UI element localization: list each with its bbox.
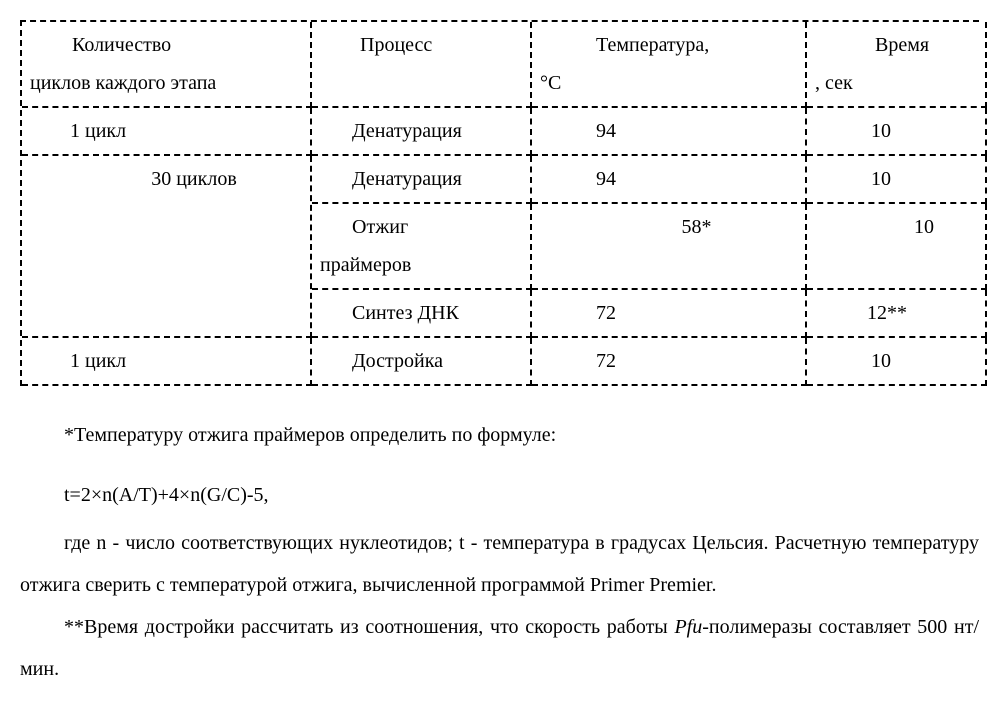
td-r5-time-v: 10 (815, 342, 977, 380)
td-r5-temp-v: 72 (540, 342, 797, 380)
td-r5-temp: 72 (532, 338, 807, 386)
td-r1-time-v: 10 (815, 112, 977, 150)
td-r1-temp-v: 94 (540, 112, 797, 150)
th-cycles: Количество циклов каждого этапа (22, 22, 312, 108)
th-temp-l1: Температура, (540, 26, 797, 64)
note-formula-intro: *Температуру отжига праймеров определить… (20, 414, 979, 456)
note-formula-explain: где n - число соответствующих нуклеотидо… (20, 522, 979, 606)
th-time-l1: Время (815, 26, 977, 64)
td-r3-process: Отжиг праймеров (312, 204, 532, 290)
td-r1-cycles-v: 1 цикл (30, 112, 302, 150)
th-process: Процесс (312, 22, 532, 108)
td-r3-temp-v: 58* (626, 208, 712, 246)
td-r2-temp-v: 94 (540, 160, 797, 198)
td-r5-process-v: Достройка (320, 342, 522, 380)
th-cycles-l1: Количество (30, 26, 302, 64)
td-r3-process-l1: Отжиг (320, 208, 522, 246)
td-r3-time: 10 (807, 204, 987, 290)
td-r3-time-v: 10 (858, 208, 934, 246)
td-r4-time: 12** (807, 290, 987, 338)
td-r1-time: 10 (807, 108, 987, 156)
td-r1-temp: 94 (532, 108, 807, 156)
td-r5-process: Достройка (312, 338, 532, 386)
pcr-parameters-table: Количество циклов каждого этапа Процесс … (20, 20, 979, 386)
note2-italic: Pfu (674, 616, 702, 638)
td-r4-process: Синтез ДНК (312, 290, 532, 338)
td-r3-temp: 58* (532, 204, 807, 290)
td-r2-time-v: 10 (815, 160, 977, 198)
td-r234-cycles: 30 циклов (22, 156, 312, 338)
th-cycles-l2: циклов каждого этапа (30, 64, 302, 102)
td-r4-temp-v: 72 (540, 294, 797, 332)
note-formula: t=2×n(A/T)+4×n(G/C)-5, (20, 474, 979, 516)
th-time: Время , сек (807, 22, 987, 108)
td-r4-process-v: Синтез ДНК (320, 294, 522, 332)
td-r5-time: 10 (807, 338, 987, 386)
th-temp: Температура, °C (532, 22, 807, 108)
td-r234-cycles-v: 30 циклов (95, 160, 237, 198)
td-r1-process: Денатурация (312, 108, 532, 156)
notes-block: *Температуру отжига праймеров определить… (20, 414, 979, 690)
td-r2-process-v: Денатурация (320, 160, 522, 198)
td-r2-time: 10 (807, 156, 987, 204)
td-r2-temp: 94 (532, 156, 807, 204)
td-r4-time-v: 12** (815, 294, 977, 332)
th-time-l2: , сек (815, 64, 977, 102)
td-r3-process-l2: праймеров (320, 246, 522, 284)
td-r1-process-v: Денатурация (320, 112, 522, 150)
td-r1-cycles: 1 цикл (22, 108, 312, 156)
td-r4-temp: 72 (532, 290, 807, 338)
td-r5-cycles-v: 1 цикл (30, 342, 302, 380)
note-extension-time: **Время достройки рассчитать из соотноше… (20, 606, 979, 690)
td-r5-cycles: 1 цикл (22, 338, 312, 386)
td-r2-process: Денатурация (312, 156, 532, 204)
th-process-l1: Процесс (320, 26, 522, 64)
note2-a: **Время достройки рассчитать из соотноше… (64, 616, 674, 638)
th-temp-l2: °C (540, 64, 797, 102)
